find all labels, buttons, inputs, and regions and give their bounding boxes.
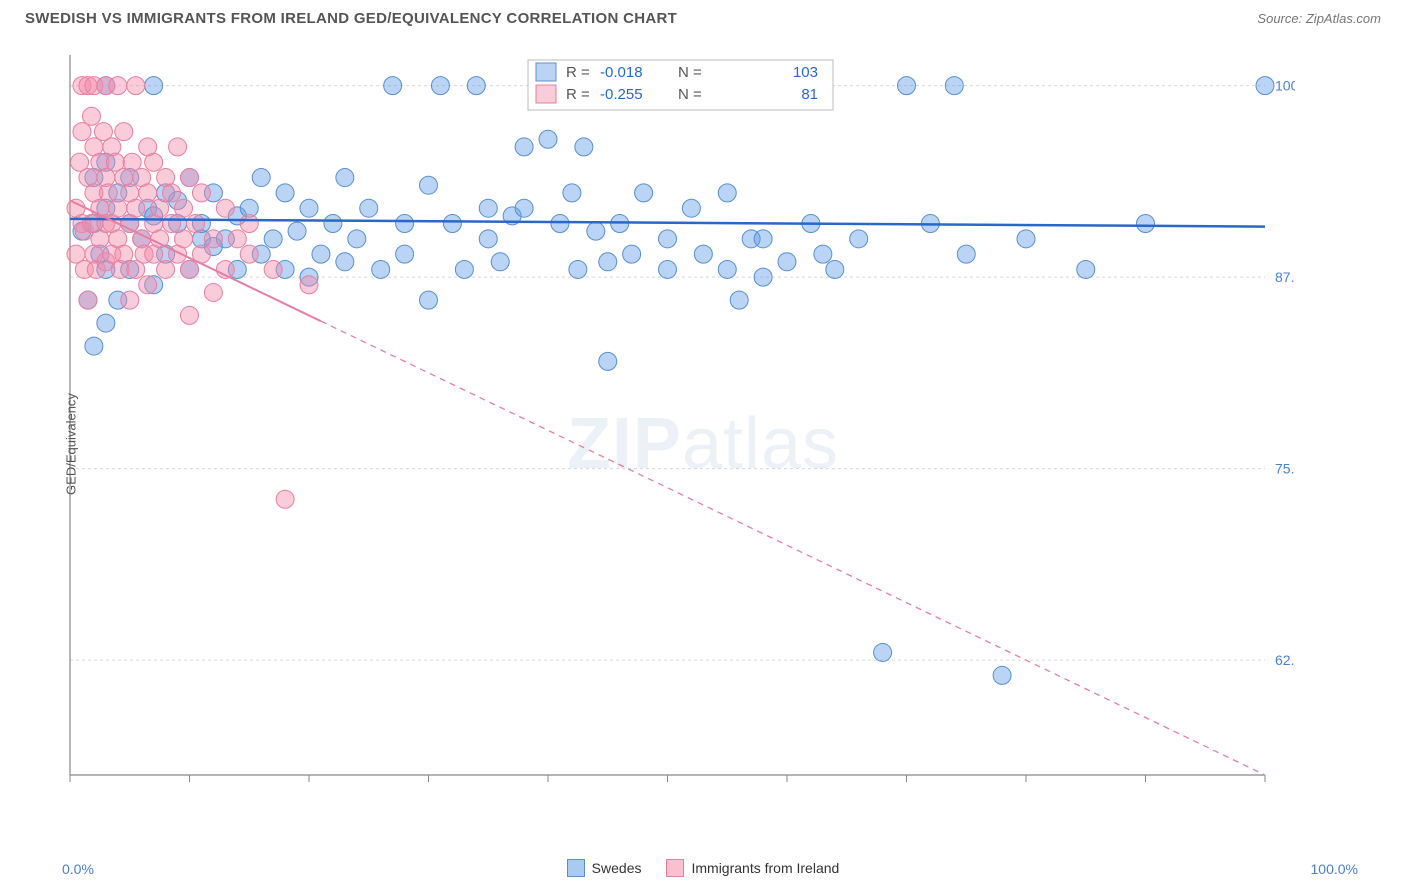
legend-item-swedes: Swedes (567, 859, 642, 877)
svg-text:62.5%: 62.5% (1275, 652, 1295, 668)
svg-text:-0.018: -0.018 (600, 64, 643, 81)
source-attribution: Source: ZipAtlas.com (1257, 11, 1381, 26)
svg-text:-0.255: -0.255 (600, 86, 643, 103)
legend-swatch (567, 859, 585, 877)
svg-text:100.0%: 100.0% (1275, 78, 1295, 94)
legend-item-ireland: Immigrants from Ireland (666, 859, 839, 877)
svg-text:N =: N = (678, 86, 702, 103)
chart-container: GED/Equivalency ZIPatlas 100.0%87.5%75.0… (25, 45, 1381, 842)
svg-text:75.0%: 75.0% (1275, 461, 1295, 477)
x-axis-min-label: 0.0% (62, 861, 94, 877)
svg-text:81: 81 (801, 86, 818, 103)
svg-text:103: 103 (793, 64, 818, 81)
y-axis-label: GED/Equivalency (63, 393, 78, 495)
chart-title: SWEDISH VS IMMIGRANTS FROM IRELAND GED/E… (25, 10, 677, 27)
svg-text:87.5%: 87.5% (1275, 269, 1295, 285)
svg-text:R =: R = (566, 86, 590, 103)
legend-swatch (666, 859, 684, 877)
bottom-legend: Swedes Immigrants from Ireland (0, 859, 1406, 877)
x-axis-max-label: 100.0% (1311, 861, 1358, 877)
svg-text:R =: R = (566, 64, 590, 81)
legend-label: Immigrants from Ireland (691, 860, 839, 876)
scatter-chart: 100.0% 87.5% 75.0% 62.5% R = -0.018 N = 103 R =-… (25, 45, 1295, 805)
legend-label: Swedes (592, 860, 642, 876)
svg-text:N =: N = (678, 64, 702, 81)
